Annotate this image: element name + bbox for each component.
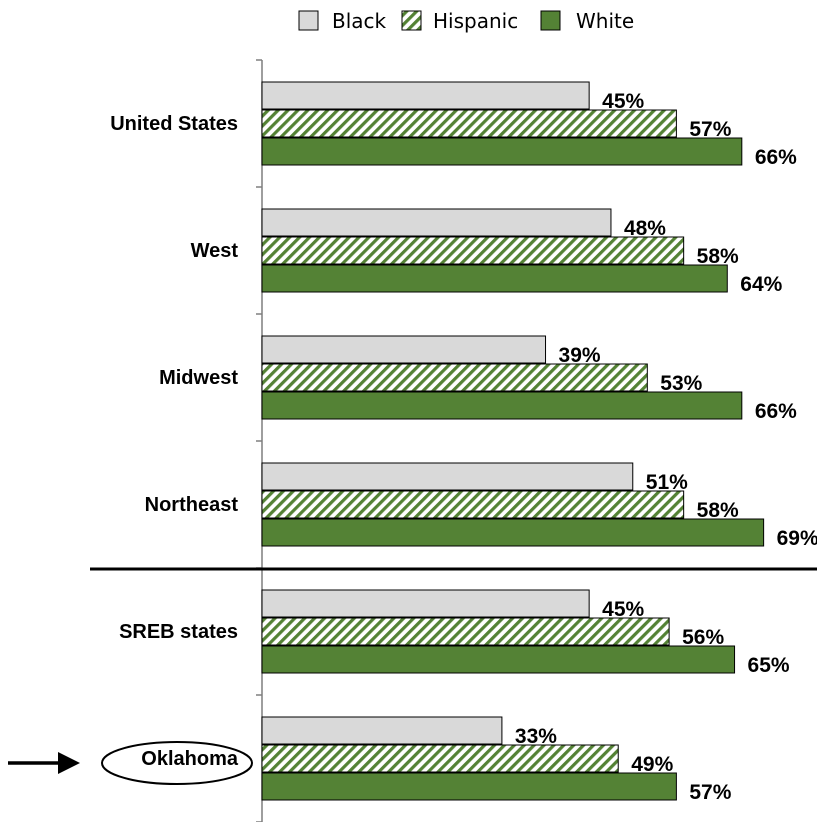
category-label: West xyxy=(191,240,239,262)
bar-white xyxy=(261,137,743,166)
category-label: United States xyxy=(110,113,238,135)
bar-hispanic xyxy=(261,744,619,773)
bars xyxy=(261,81,765,801)
bar-white xyxy=(261,264,728,293)
value-label-hispanic: 58% xyxy=(697,499,739,522)
value-label-white: 64% xyxy=(740,273,782,296)
value-label-hispanic: 56% xyxy=(682,626,724,649)
value-label-black: 45% xyxy=(602,598,644,621)
value-label-hispanic: 58% xyxy=(697,245,739,268)
bar-hispanic xyxy=(261,236,685,265)
bar-black xyxy=(261,462,634,491)
value-label-hispanic: 57% xyxy=(689,118,731,141)
bar-black xyxy=(261,716,503,745)
legend-label-black: Black xyxy=(332,9,387,33)
category-label: Midwest xyxy=(159,367,238,389)
category-label: Oklahoma xyxy=(141,748,239,770)
value-label-black: 45% xyxy=(602,90,644,113)
category-label: Northeast xyxy=(145,494,239,516)
highlight-ellipse xyxy=(101,741,253,785)
category-labels: United States West Midwest Northeast SREB st… xyxy=(110,113,239,770)
legend-swatch-white xyxy=(540,10,561,31)
category-label: SREB states xyxy=(119,621,238,643)
value-labels: 45%57%66%48%58%64%39%53%66%51%58%69%45%5… xyxy=(515,90,817,804)
legend-item-black: Black xyxy=(298,9,387,33)
legend: Black Hispanic White xyxy=(298,9,634,33)
axis-ticks xyxy=(256,59,262,822)
value-label-white: 69% xyxy=(777,527,817,550)
bar-hispanic xyxy=(261,490,685,519)
value-label-black: 51% xyxy=(646,471,688,494)
value-label-white: 66% xyxy=(755,400,797,423)
legend-item-white: White xyxy=(540,9,634,33)
bar-white xyxy=(261,391,743,420)
bar-white xyxy=(261,772,677,801)
bar-black xyxy=(261,589,590,618)
bar-black xyxy=(261,208,612,237)
bar-black xyxy=(261,335,547,364)
bar-hispanic xyxy=(261,363,648,392)
bar-white xyxy=(261,518,765,547)
bar-hispanic xyxy=(261,617,670,646)
legend-label-white: White xyxy=(576,9,634,33)
legend-item-hispanic: Hispanic xyxy=(401,9,518,33)
value-label-black: 39% xyxy=(559,344,601,367)
value-label-black: 33% xyxy=(515,725,557,748)
bar-hispanic xyxy=(261,109,677,138)
value-label-white: 65% xyxy=(748,654,790,677)
legend-swatch-black xyxy=(298,10,319,31)
bar-black xyxy=(261,81,590,110)
value-label-black: 48% xyxy=(624,217,666,240)
value-label-hispanic: 53% xyxy=(660,372,702,395)
right-arrow-icon xyxy=(8,752,80,774)
value-label-white: 66% xyxy=(755,146,797,169)
legend-label-hispanic: Hispanic xyxy=(433,9,518,33)
value-label-hispanic: 49% xyxy=(631,753,673,776)
legend-swatch-hispanic xyxy=(401,10,422,31)
value-label-white: 57% xyxy=(689,781,731,804)
bar-white xyxy=(261,645,736,674)
